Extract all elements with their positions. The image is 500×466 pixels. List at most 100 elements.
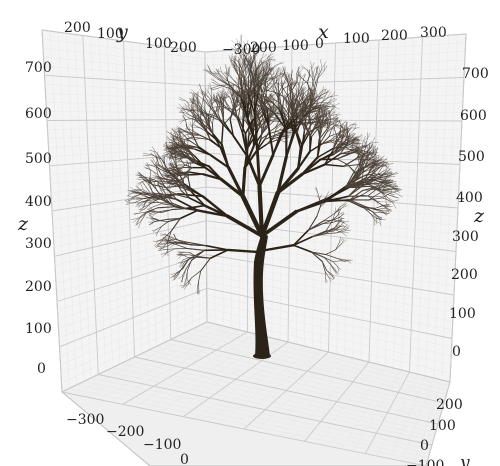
- tree-branch: [294, 200, 327, 213]
- tree-branch: [384, 204, 391, 209]
- tree-branch: [189, 117, 201, 122]
- tree-branch: [261, 50, 265, 59]
- tree-branch: [375, 185, 384, 190]
- tree-branch: [217, 79, 230, 87]
- tree-branch: [284, 99, 287, 103]
- tree-branch: [248, 58, 252, 65]
- tree-branch: [285, 74, 291, 79]
- tree-branch: [299, 71, 302, 78]
- tree-branch: [331, 105, 336, 110]
- tree-branch: [172, 165, 176, 171]
- tree-branch: [161, 158, 170, 172]
- tree-branch: [202, 69, 212, 72]
- tree-branch: [199, 106, 208, 115]
- tree-branch: [299, 96, 303, 101]
- tree-branch: [336, 125, 342, 131]
- tree-branch: [158, 240, 165, 244]
- tree-branch: [185, 119, 188, 128]
- tree-branch: [318, 128, 328, 140]
- tree-branch: [200, 112, 204, 115]
- tree-branch: [150, 183, 157, 191]
- tree-branch: [256, 70, 260, 74]
- tree-branch: [244, 55, 252, 70]
- tree-branch: [358, 155, 363, 164]
- tree-branch: [319, 95, 326, 99]
- tree-branch: [309, 92, 312, 99]
- tree-branch: [191, 99, 194, 105]
- tree-branch: [216, 107, 219, 112]
- tree-branch: [177, 159, 182, 163]
- tree-branch: [169, 142, 177, 145]
- tree-branch: [321, 124, 326, 126]
- tree-branch: [150, 169, 158, 175]
- tree-branch: [243, 69, 247, 83]
- tree-illustration: [124, 34, 403, 359]
- grid-line: [50, 166, 206, 184]
- tree-branch: [226, 165, 245, 198]
- tree-branch: [322, 261, 328, 271]
- tree-branch: [225, 79, 237, 86]
- tree-branch: [256, 74, 260, 81]
- tree-branch: [319, 105, 326, 109]
- tree-branch: [200, 257, 211, 272]
- tree-branch: [288, 82, 294, 86]
- tree-branch: [336, 158, 349, 166]
- tree-branch: [246, 58, 251, 67]
- tree-branch: [390, 173, 399, 176]
- tree-branch: [349, 199, 365, 207]
- tree-branch: [351, 137, 356, 139]
- tree-branch: [193, 131, 201, 136]
- tree-branch: [390, 185, 394, 193]
- tree-branch: [323, 106, 329, 109]
- tree-branch: [284, 66, 286, 73]
- tree-branch: [200, 92, 205, 96]
- tree-branch: [254, 51, 258, 60]
- tree-branch: [163, 241, 169, 248]
- tree-branch: [177, 150, 183, 153]
- tree-branch: [312, 73, 318, 82]
- tree-branch: [179, 209, 199, 220]
- tree-branch: [302, 88, 307, 93]
- tree-branch: [207, 165, 223, 181]
- tree-branch: [268, 92, 272, 97]
- tree-branch: [254, 48, 259, 54]
- grid-line: [206, 308, 451, 365]
- tree-branch: [383, 161, 390, 164]
- tree-branch: [344, 126, 348, 132]
- tree-branch: [316, 112, 322, 118]
- tree-branch: [301, 96, 304, 103]
- tree-branch: [133, 217, 139, 223]
- tree-branch: [337, 266, 339, 272]
- tree-branch: [329, 98, 336, 101]
- tree-branch: [130, 190, 137, 194]
- tree-branch: [379, 169, 386, 174]
- tree-branch: [331, 212, 336, 222]
- tree-branch: [196, 94, 205, 101]
- tree-branch: [348, 141, 355, 144]
- tree-branch: [182, 182, 204, 198]
- grid-line: [206, 267, 454, 313]
- tree-branch: [289, 96, 293, 102]
- tree-branch: [352, 139, 357, 141]
- tree-branch: [197, 256, 211, 259]
- tree-branch: [321, 61, 327, 69]
- tree-branch: [180, 132, 186, 137]
- tree-branch: [368, 197, 383, 201]
- tree-branch: [161, 252, 168, 258]
- tree-branch: [362, 151, 369, 156]
- tree-branch: [269, 67, 272, 73]
- tree-branch: [183, 112, 190, 116]
- tree-branch: [163, 183, 171, 185]
- tree-branch: [320, 97, 328, 103]
- tree-branch: [371, 168, 377, 176]
- tree-branch: [296, 73, 299, 83]
- tree-branch: [170, 272, 177, 275]
- grid-line: [205, 166, 460, 183]
- tree-branch: [152, 218, 160, 221]
- tree-branch: [294, 102, 296, 108]
- tree-branch: [275, 124, 279, 130]
- tree-branch: [315, 110, 325, 112]
- tree-branch: [294, 80, 298, 84]
- tree-branch: [163, 174, 168, 177]
